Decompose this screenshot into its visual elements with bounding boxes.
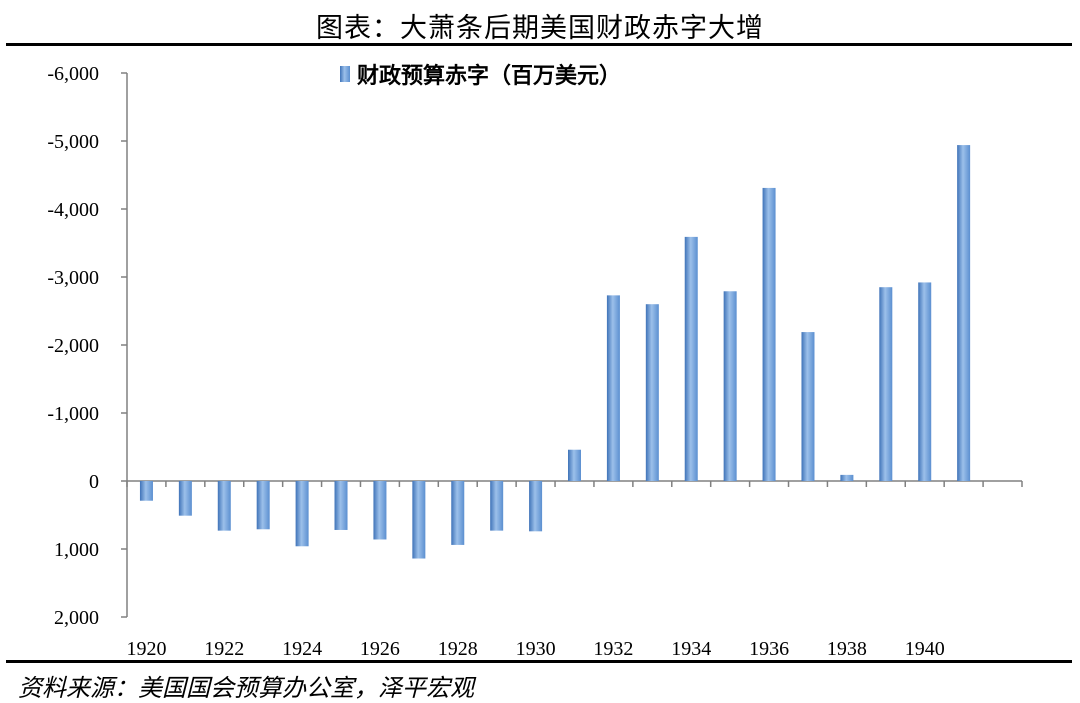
- y-tick-label: -1,000: [47, 403, 99, 425]
- y-tick-label: 0: [89, 471, 99, 493]
- bottom-rule: [6, 660, 1072, 663]
- x-tick-label: 1920: [126, 638, 166, 660]
- bar: [334, 481, 348, 530]
- x-tick-label: 1940: [905, 638, 945, 660]
- bar: [529, 481, 543, 532]
- bar: [568, 449, 581, 481]
- y-tick-label: 2,000: [54, 607, 99, 629]
- bar: [684, 236, 698, 481]
- bar: [139, 481, 153, 501]
- legend-label: 财政预算赤字（百万美元）: [357, 63, 621, 89]
- y-tick-label: -3,000: [47, 267, 99, 289]
- x-tick-label: 1934: [671, 638, 711, 660]
- bar-chart: 财政预算赤字（百万美元） -6,000 -5,000 -4,000 -3,000 -2,…: [47, 63, 1023, 660]
- bar: [918, 282, 932, 481]
- bar: [801, 332, 815, 481]
- x-tick-label: 1922: [204, 638, 244, 660]
- bar: [879, 287, 893, 481]
- bar: [451, 481, 465, 545]
- y-tick-label: 1,000: [54, 539, 99, 561]
- bar: [412, 481, 426, 559]
- x-tick-label: 1926: [360, 638, 400, 660]
- x-tick-label: 1938: [827, 638, 867, 660]
- y-tick-label: -6,000: [47, 63, 99, 85]
- bar: [606, 295, 620, 481]
- y-tick-label: -2,000: [47, 335, 99, 357]
- bar: [762, 187, 776, 482]
- y-tick-label: -5,000: [47, 131, 99, 153]
- bar: [645, 304, 659, 481]
- x-tick-label: 1928: [438, 638, 478, 660]
- bar: [295, 481, 309, 547]
- bar: [490, 481, 504, 531]
- source-note: 资料来源：美国国会预算办公室，泽平宏观: [18, 674, 474, 702]
- bar: [840, 474, 854, 481]
- legend-swatch: [340, 66, 350, 82]
- chart-title: 图表：大萧条后期美国财政赤字大增: [316, 13, 764, 44]
- bar: [723, 291, 737, 481]
- bar: [256, 481, 270, 530]
- x-tick-label: 1930: [516, 638, 556, 660]
- bar: [957, 145, 971, 481]
- legend: 财政预算赤字（百万美元）: [340, 63, 621, 89]
- bar: [178, 481, 192, 516]
- bar: [373, 481, 387, 540]
- y-tick-label: -4,000: [47, 199, 99, 221]
- x-tick-label: 1936: [749, 638, 789, 660]
- top-rule: [6, 43, 1072, 46]
- x-tick-label: 1932: [593, 638, 633, 660]
- x-tick-label: 1924: [282, 638, 322, 660]
- bar: [217, 481, 231, 531]
